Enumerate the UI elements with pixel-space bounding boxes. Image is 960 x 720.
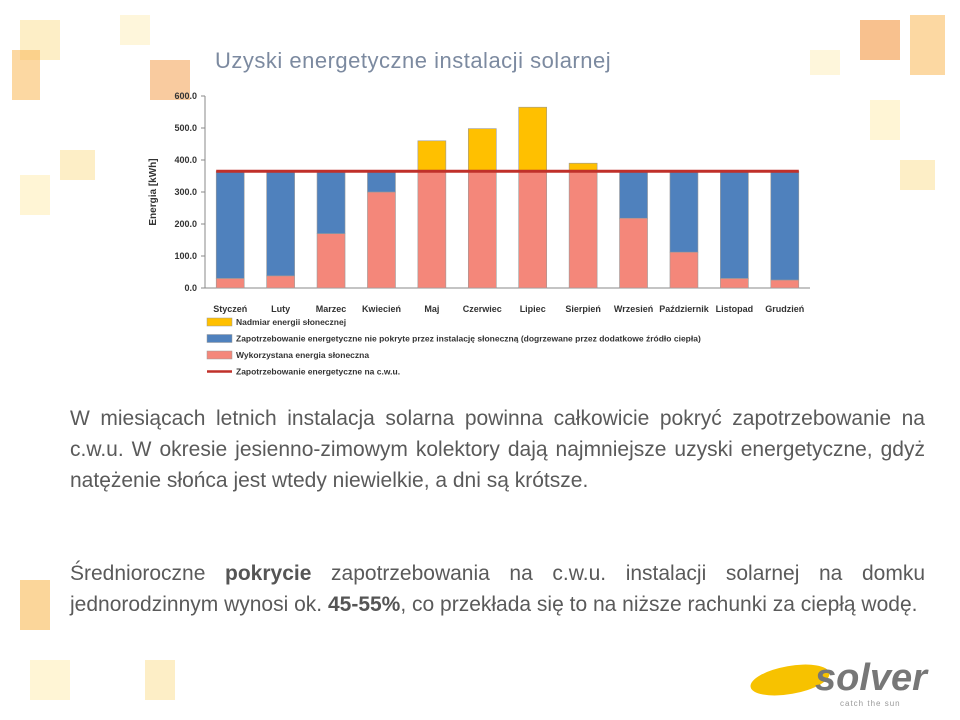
y-axis-label: Energia [kWh] — [148, 158, 159, 225]
y-tick-label: 0.0 — [184, 283, 197, 293]
bar-segment — [467, 170, 497, 289]
paragraph: Średnioroczne pokrycie zapotrzebowania n… — [70, 558, 925, 620]
legend-swatch — [206, 350, 233, 360]
decoration — [12, 15, 945, 700]
bar-segment — [467, 128, 497, 172]
text: Średnioroczne — [70, 562, 226, 585]
bar-segment — [770, 279, 800, 289]
bar-segment — [215, 170, 245, 279]
bar-segment — [619, 217, 648, 289]
bar-segment — [417, 170, 447, 289]
y-tick-label: 400.0 — [174, 155, 197, 165]
x-tick-label: Sierpień — [565, 304, 601, 314]
text: , co przekłada się to na niższe rachunki… — [400, 593, 918, 616]
logo: solver catch the sun — [750, 657, 929, 708]
y-tick-label: 100.0 — [174, 251, 197, 261]
x-tick-label: Listopad — [716, 304, 754, 314]
bar-segment — [417, 140, 447, 172]
slide-title: Uzyski energetyczne instalacji solarnej — [215, 48, 611, 73]
x-tick-label: Marzec — [316, 304, 347, 314]
x-tick-label: Grudzień — [765, 304, 804, 314]
bar-segment — [518, 170, 548, 289]
logo-name: solver — [815, 657, 929, 699]
bar-segment — [215, 278, 245, 289]
legend-swatch — [206, 334, 233, 343]
legend-label: Zapotrzebowanie energetyczne na c.w.u. — [236, 367, 400, 377]
legend-label: Zapotrzebowanie energetyczne nie pokryte… — [236, 334, 701, 344]
x-tick-label: Kwiecień — [362, 304, 401, 314]
bold-text: pokrycie — [225, 562, 312, 585]
bold-text: 45-55% — [327, 593, 401, 616]
bar-segment — [367, 170, 396, 193]
legend-swatch — [206, 317, 233, 327]
bar-segment — [367, 191, 396, 289]
bar-segment — [316, 170, 346, 234]
bar-segment — [669, 170, 699, 253]
y-tick-label: 200.0 — [174, 219, 197, 229]
bar-segment — [720, 278, 749, 289]
bar-segment — [619, 170, 648, 219]
bar-segment — [669, 251, 699, 289]
legend-label: Nadmiar energii słonecznej — [236, 317, 346, 327]
x-tick-label: Maj — [424, 304, 439, 314]
x-tick-label: Luty — [271, 304, 290, 314]
x-tick-label: Czerwiec — [463, 304, 502, 314]
bar-segment — [266, 170, 295, 277]
bar-segment — [568, 170, 598, 289]
x-tick-label: Lipiec — [520, 304, 546, 314]
legend-label: Wykorzystana energia słoneczna — [236, 350, 369, 360]
bar-segment — [266, 275, 295, 289]
y-tick-label: 600.0 — [174, 91, 197, 101]
logo-tagline: catch the sun — [840, 699, 901, 708]
bar-segment — [720, 170, 749, 279]
bar-segment — [316, 233, 346, 289]
y-tick-label: 300.0 — [174, 187, 197, 197]
bar-segment — [518, 106, 548, 172]
bar-segment — [770, 170, 800, 281]
text: zapotrzebowania na c.w.u. instalacji sol… — [70, 562, 926, 616]
x-tick-label: Wrzesień — [614, 304, 653, 314]
x-tick-label: Październik — [659, 304, 710, 314]
y-tick-label: 500.0 — [174, 123, 197, 133]
paragraph: W miesiącach letnich instalacja solarna … — [70, 407, 925, 492]
x-tick-label: Styczeń — [213, 304, 247, 314]
